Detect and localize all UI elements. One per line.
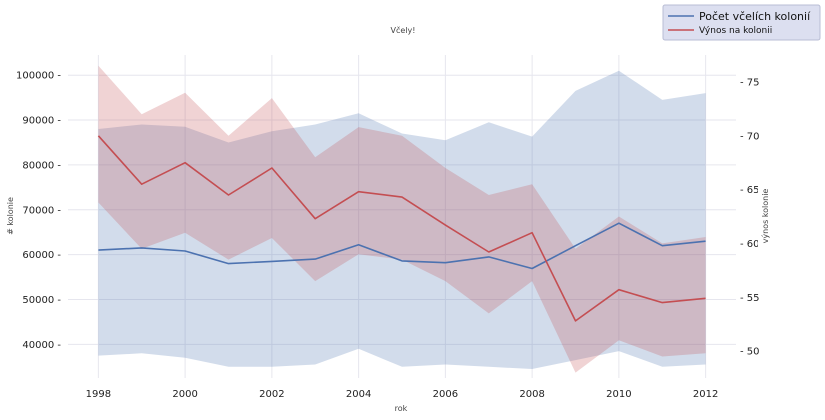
chart-title-group: Včely! xyxy=(387,23,419,37)
y-axis-left-title-group: # kolonie xyxy=(3,192,17,240)
line-yield xyxy=(97,135,706,322)
y-left-tick-label: 90000 - xyxy=(22,116,61,127)
y-axis-right-title: výnos kolonie xyxy=(761,189,770,244)
legend-box xyxy=(662,4,821,41)
x-tick-label: 2004 xyxy=(346,389,371,400)
y-left-tick-label: 80000 - xyxy=(22,160,61,171)
x-tick-label: 2006 xyxy=(433,389,458,400)
legend-label-yield: Výnos na kolonii xyxy=(699,26,772,36)
line-colonies xyxy=(98,222,706,270)
legend: Počet včelích kolonií Výnos na kolonii xyxy=(662,4,821,41)
y-left-tick-label: 50000 - xyxy=(22,295,61,306)
y-axis-right-title-group: výnos kolonie xyxy=(758,182,772,250)
y-left-tick-label: 100000 - xyxy=(16,71,61,82)
y-right-tick-label: - 65 xyxy=(740,185,760,196)
chart-title: Včely! xyxy=(391,25,416,35)
x-axis-title-group: rok xyxy=(388,401,412,415)
y-axis-left-title: # kolonie xyxy=(6,197,15,235)
band-yield xyxy=(98,65,706,373)
y-left-tick-label: 70000 - xyxy=(22,205,61,216)
y-left-tick-label: 40000 - xyxy=(22,340,61,351)
x-tick-label: 2000 xyxy=(172,389,197,400)
y-right-tick-label: - 55 xyxy=(740,293,760,304)
plot-area xyxy=(68,55,736,378)
x-tick-label: 2002 xyxy=(259,389,284,400)
series-lines xyxy=(97,135,706,322)
tick-labels: 1998 2000 2002 2004 2006 2008 2010 2012 40000 - 5… xyxy=(16,71,759,400)
grid-lines xyxy=(68,55,736,378)
y-right-tick-label: - 50 xyxy=(740,347,760,358)
x-tick-label: 2008 xyxy=(519,389,544,400)
y-right-tick-label: - 75 xyxy=(740,77,760,88)
band-colonies xyxy=(98,70,706,369)
y-right-tick-label: - 70 xyxy=(740,131,760,142)
x-tick-label: 2010 xyxy=(606,389,631,400)
x-tick-label: 1998 xyxy=(86,389,111,400)
confidence-bands xyxy=(98,65,706,373)
x-axis-title: rok xyxy=(395,404,408,413)
y-left-tick-label: 60000 - xyxy=(22,250,61,261)
y-right-tick-label: - 60 xyxy=(740,239,760,250)
x-tick-label: 2012 xyxy=(693,389,718,400)
legend-label-colonies: Počet včelích kolonií xyxy=(699,10,811,23)
